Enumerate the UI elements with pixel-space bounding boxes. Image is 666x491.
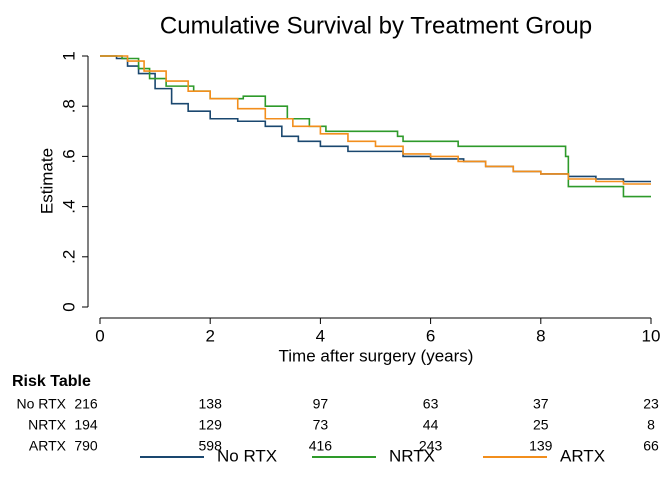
y-tick-label: .2 <box>59 250 78 264</box>
risk-row-name: ARTX <box>29 438 67 454</box>
y-tick-label: .4 <box>59 200 78 214</box>
legend-label: ARTX <box>560 446 605 465</box>
y-tick-label: .8 <box>59 99 78 113</box>
y-tick-label: .6 <box>59 149 78 163</box>
legend-label: No RTX <box>217 446 277 465</box>
x-tick-label: 10 <box>642 326 661 345</box>
risk-value: 138 <box>199 396 223 412</box>
x-tick-label: 0 <box>95 326 104 345</box>
x-tick-label: 8 <box>536 326 545 345</box>
risk-value: 216 <box>74 396 98 412</box>
risk-value: 139 <box>529 438 553 454</box>
risk-row-name: No RTX <box>16 396 66 412</box>
risk-table-title: Risk Table <box>12 373 91 390</box>
risk-value: 63 <box>423 396 439 412</box>
risk-value: 66 <box>643 438 659 454</box>
y-tick-label: 0 <box>59 302 78 311</box>
x-tick-label: 6 <box>426 326 435 345</box>
survival-line <box>100 55 651 198</box>
risk-value: 129 <box>199 417 223 433</box>
risk-value: 44 <box>423 417 439 433</box>
risk-row-name: NRTX <box>28 417 67 433</box>
risk-value: 416 <box>309 438 333 454</box>
risk-value: 790 <box>74 438 98 454</box>
chart-title: Cumulative Survival by Treatment Group <box>160 12 592 39</box>
legend-label: NRTX <box>389 446 435 465</box>
survival-line <box>100 55 651 185</box>
risk-value: 194 <box>74 417 98 433</box>
x-tick-label: 4 <box>316 326 325 345</box>
risk-value: 598 <box>199 438 223 454</box>
risk-value: 97 <box>313 396 329 412</box>
y-axis-label: Estimate <box>37 148 56 214</box>
y-tick-label: 1 <box>59 51 78 60</box>
x-axis-label: Time after surgery (years) <box>279 346 474 365</box>
risk-value: 23 <box>643 396 659 412</box>
x-tick-label: 2 <box>205 326 214 345</box>
risk-value: 8 <box>647 417 655 433</box>
risk-value: 243 <box>419 438 443 454</box>
risk-value: 25 <box>533 417 549 433</box>
risk-value: 37 <box>533 396 549 412</box>
risk-value: 73 <box>313 417 329 433</box>
